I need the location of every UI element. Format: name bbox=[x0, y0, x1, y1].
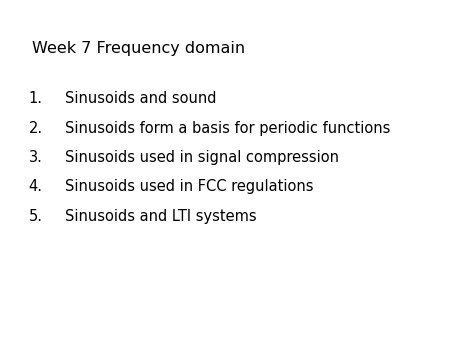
Text: 5.: 5. bbox=[29, 209, 43, 224]
Text: 4.: 4. bbox=[29, 179, 43, 194]
Text: Sinusoids used in signal compression: Sinusoids used in signal compression bbox=[65, 150, 339, 165]
Text: 3.: 3. bbox=[29, 150, 43, 165]
Text: Sinusoids used in FCC regulations: Sinusoids used in FCC regulations bbox=[65, 179, 314, 194]
Text: Sinusoids form a basis for periodic functions: Sinusoids form a basis for periodic func… bbox=[65, 121, 391, 136]
Text: Sinusoids and LTI systems: Sinusoids and LTI systems bbox=[65, 209, 257, 224]
Text: Sinusoids and sound: Sinusoids and sound bbox=[65, 91, 217, 106]
Text: 1.: 1. bbox=[29, 91, 43, 106]
Text: 2.: 2. bbox=[29, 121, 43, 136]
Text: Week 7 Frequency domain: Week 7 Frequency domain bbox=[32, 41, 245, 55]
